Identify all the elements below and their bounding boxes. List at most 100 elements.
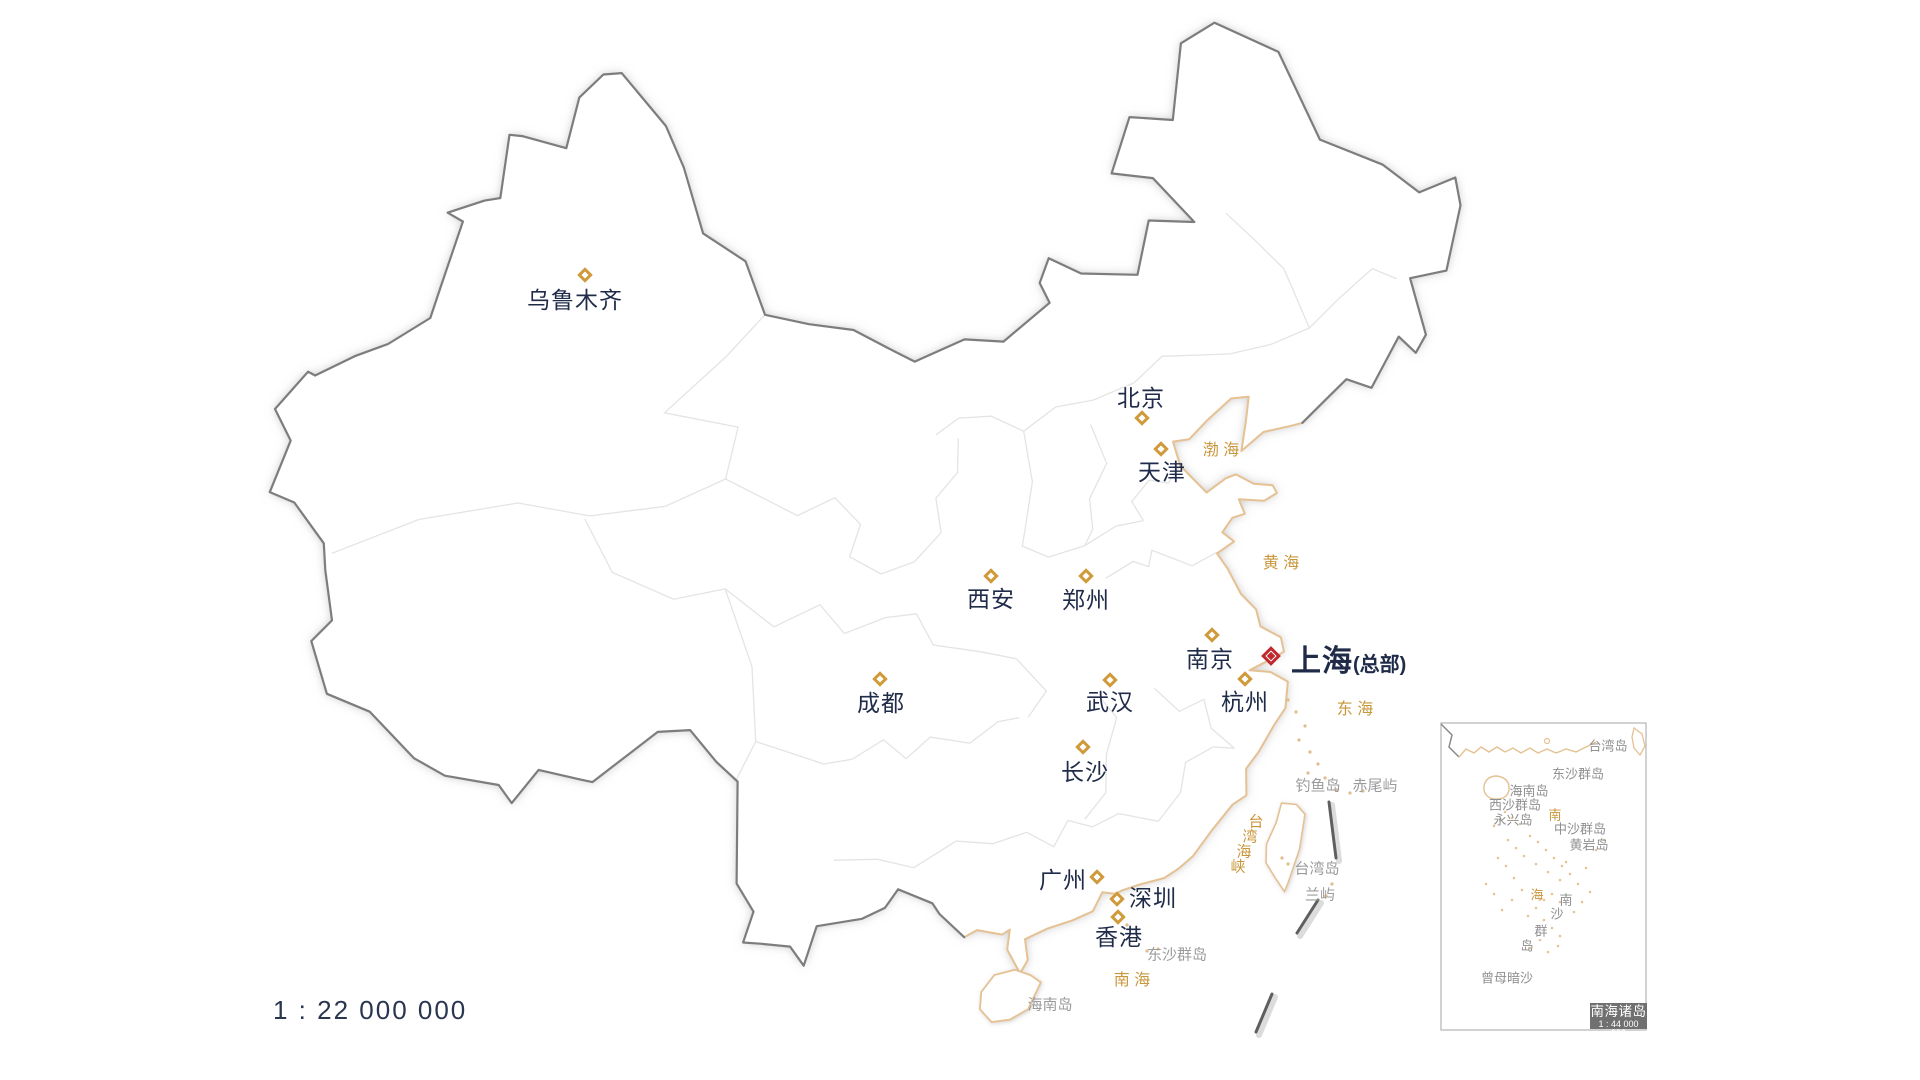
province-border-line bbox=[1015, 658, 1048, 718]
city-label-changsha: 长沙 bbox=[1061, 759, 1109, 785]
inset-islet-dot bbox=[1580, 900, 1584, 904]
inset-label: 海 bbox=[1530, 887, 1544, 903]
province-border-line bbox=[1229, 267, 1398, 355]
inset-islet-dot bbox=[1544, 848, 1548, 852]
inset-label: 岛 bbox=[1520, 938, 1534, 954]
inset-islet-dot bbox=[1504, 864, 1508, 868]
inset-islet-dot bbox=[1538, 938, 1542, 942]
inset-islet-dot bbox=[1552, 856, 1556, 860]
inset-label: 曾母暗沙 bbox=[1480, 970, 1534, 986]
sea-label: 东 海 bbox=[1336, 701, 1374, 718]
inset-islet-dot bbox=[1602, 838, 1606, 842]
city-label-shenzhen: 深圳 bbox=[1129, 885, 1177, 911]
inset-label: 台湾岛 bbox=[1588, 738, 1628, 754]
city-label-xian: 西安 bbox=[967, 586, 1015, 612]
inset-islet-dot bbox=[1536, 840, 1540, 844]
international-land-border bbox=[268, 21, 1462, 967]
islet-dot bbox=[1303, 724, 1307, 728]
province-border-line bbox=[1084, 696, 1118, 820]
inset-islet-dot bbox=[1514, 846, 1518, 850]
islet-dot bbox=[1280, 856, 1284, 860]
inset-islet-dot bbox=[1506, 838, 1510, 842]
islet-dot bbox=[1348, 791, 1352, 795]
islet-dot bbox=[1306, 771, 1310, 775]
islet-dot bbox=[1361, 789, 1365, 793]
islet-dot bbox=[1316, 762, 1320, 766]
province-border-line bbox=[331, 478, 726, 554]
inset-islet-dot bbox=[1520, 888, 1524, 892]
province-border-line bbox=[1225, 212, 1310, 329]
province-border-line bbox=[724, 588, 1017, 660]
hq-suffix: (总部) bbox=[1353, 654, 1407, 676]
island-label: 赤尾屿 bbox=[1352, 777, 1398, 795]
boundary-dash-segment bbox=[1254, 992, 1274, 1034]
inset-label: 黄岩岛 bbox=[1569, 837, 1609, 853]
boundary-dash-segment bbox=[1327, 800, 1338, 860]
inset-islet-dot bbox=[1550, 926, 1554, 930]
islet-dot bbox=[1324, 894, 1328, 898]
inset-islet-dot bbox=[1503, 810, 1507, 814]
city-label-chengdu: 成都 bbox=[857, 690, 905, 716]
inset-islet-dot bbox=[1558, 878, 1562, 882]
taiwan-island bbox=[1265, 802, 1306, 894]
inset-islet-dot bbox=[1550, 892, 1554, 896]
islet-dot bbox=[1286, 862, 1290, 866]
inset-islet-dot bbox=[1572, 910, 1576, 914]
inset-islet-dot bbox=[1510, 816, 1514, 820]
inset-islet-dot bbox=[1558, 900, 1562, 904]
province-border-line bbox=[1153, 687, 1235, 749]
inset-hainan-island bbox=[1483, 775, 1510, 800]
inset-islet-dot bbox=[1500, 908, 1504, 912]
sea-label-char: 台 bbox=[1248, 813, 1264, 831]
inset-islet-dot bbox=[1512, 876, 1516, 880]
province-border-line bbox=[725, 438, 959, 575]
sea-label-char: 海 bbox=[1236, 843, 1252, 861]
inset-islet bbox=[1543, 737, 1551, 745]
inset-islet-dot bbox=[1534, 906, 1538, 910]
inset-islet-dot bbox=[1584, 866, 1588, 870]
coastline bbox=[963, 395, 1304, 975]
city-label-nanjing: 南京 bbox=[1186, 646, 1234, 672]
inset-title: 南海诸岛 bbox=[1590, 1004, 1647, 1019]
inset-islet-dot bbox=[1546, 950, 1550, 954]
islet-dot bbox=[1330, 882, 1334, 886]
inset-islet-dot bbox=[1564, 860, 1568, 864]
map-scale: 1 : 22 000 000 bbox=[273, 995, 468, 1025]
inset-islet-dot bbox=[1510, 898, 1514, 902]
inset-islet-dot bbox=[1594, 848, 1598, 852]
inset-islet-dot bbox=[1560, 864, 1564, 868]
island-label: 海南岛 bbox=[1027, 996, 1073, 1014]
islet-dot bbox=[1156, 947, 1160, 951]
sea-label: 南 海 bbox=[1113, 972, 1151, 989]
boundary-dash-halo bbox=[1256, 994, 1278, 1038]
boundary-dash-segment bbox=[1295, 898, 1320, 935]
province-border-line bbox=[1105, 549, 1218, 579]
province-border-line bbox=[1084, 424, 1108, 546]
inset-label: 西沙群岛 bbox=[1488, 797, 1542, 813]
city-label-zhengzhou: 郑州 bbox=[1062, 587, 1110, 613]
city-label-tianjin: 天津 bbox=[1138, 459, 1186, 485]
inset-islet-dot bbox=[1576, 882, 1580, 886]
inset-islet-dot bbox=[1498, 818, 1502, 822]
inset-coastline bbox=[1458, 741, 1597, 758]
sea-label: 黄 海 bbox=[1262, 555, 1300, 572]
sea-label-char: 湾 bbox=[1242, 828, 1258, 846]
islet-dot bbox=[1294, 710, 1298, 714]
city-label-guangzhou: 广州 bbox=[1039, 867, 1087, 893]
city-label-wuhan: 武汉 bbox=[1086, 689, 1134, 715]
islet-dot bbox=[1297, 738, 1301, 742]
inset-taiwan-island bbox=[1631, 726, 1646, 757]
islet-dot bbox=[1286, 698, 1290, 702]
city-label-beijing: 北京 bbox=[1117, 385, 1165, 411]
island-label: 东沙群岛 bbox=[1146, 946, 1208, 964]
province-border-line bbox=[833, 746, 1235, 869]
inset-label: 群 bbox=[1534, 923, 1548, 939]
inset-islet-dot bbox=[1528, 946, 1532, 950]
hq-city-name: 上海 bbox=[1291, 645, 1353, 678]
sea-label: 渤 海 bbox=[1202, 442, 1240, 459]
inset-label: 海南岛 bbox=[1509, 783, 1549, 799]
island-label: 兰屿 bbox=[1304, 886, 1336, 904]
inset-islet-dot bbox=[1558, 934, 1562, 938]
